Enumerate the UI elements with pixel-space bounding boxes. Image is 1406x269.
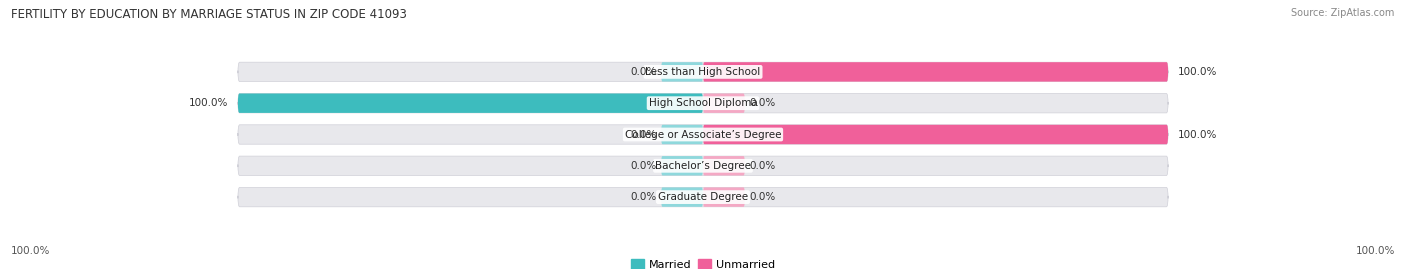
- Text: 0.0%: 0.0%: [630, 129, 657, 140]
- FancyBboxPatch shape: [703, 94, 745, 113]
- Text: 0.0%: 0.0%: [630, 161, 657, 171]
- FancyBboxPatch shape: [703, 62, 1168, 82]
- FancyBboxPatch shape: [238, 125, 1168, 144]
- FancyBboxPatch shape: [238, 94, 1168, 113]
- Text: 0.0%: 0.0%: [630, 67, 657, 77]
- Text: 0.0%: 0.0%: [749, 98, 776, 108]
- FancyBboxPatch shape: [661, 156, 703, 175]
- Text: 0.0%: 0.0%: [630, 192, 657, 202]
- Text: 0.0%: 0.0%: [749, 161, 776, 171]
- Text: High School Diploma: High School Diploma: [648, 98, 758, 108]
- Text: FERTILITY BY EDUCATION BY MARRIAGE STATUS IN ZIP CODE 41093: FERTILITY BY EDUCATION BY MARRIAGE STATU…: [11, 8, 408, 21]
- FancyBboxPatch shape: [703, 187, 745, 207]
- Text: Source: ZipAtlas.com: Source: ZipAtlas.com: [1291, 8, 1395, 18]
- Text: 0.0%: 0.0%: [749, 192, 776, 202]
- FancyBboxPatch shape: [238, 156, 1168, 175]
- Text: 100.0%: 100.0%: [11, 246, 51, 256]
- Text: 100.0%: 100.0%: [1177, 67, 1216, 77]
- FancyBboxPatch shape: [238, 62, 1168, 82]
- FancyBboxPatch shape: [703, 156, 745, 175]
- FancyBboxPatch shape: [238, 187, 1168, 207]
- FancyBboxPatch shape: [661, 125, 703, 144]
- Text: 100.0%: 100.0%: [1355, 246, 1395, 256]
- FancyBboxPatch shape: [661, 187, 703, 207]
- Text: Less than High School: Less than High School: [645, 67, 761, 77]
- Text: Bachelor’s Degree: Bachelor’s Degree: [655, 161, 751, 171]
- Text: College or Associate’s Degree: College or Associate’s Degree: [624, 129, 782, 140]
- Text: 100.0%: 100.0%: [1177, 129, 1216, 140]
- Text: 100.0%: 100.0%: [190, 98, 229, 108]
- FancyBboxPatch shape: [661, 62, 703, 82]
- FancyBboxPatch shape: [238, 94, 703, 113]
- Text: Graduate Degree: Graduate Degree: [658, 192, 748, 202]
- FancyBboxPatch shape: [703, 125, 1168, 144]
- Legend: Married, Unmarried: Married, Unmarried: [631, 259, 775, 269]
